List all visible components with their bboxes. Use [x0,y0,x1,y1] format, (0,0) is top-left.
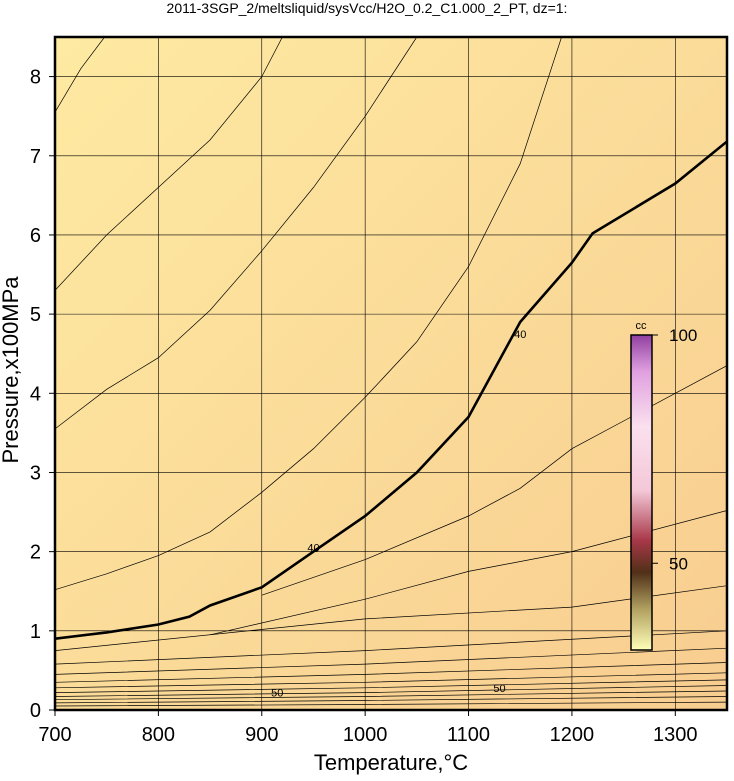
y-tick-label: 5 [30,304,41,326]
contour-line [55,662,727,683]
colorbar-tick-label: 50 [669,554,688,573]
contour-line [210,510,727,636]
contour-line [55,672,727,689]
contour-line [55,685,727,697]
y-tick-label: 3 [30,462,41,484]
contour-line [55,37,562,591]
x-tick-label: 1000 [343,724,388,746]
contour-line [55,37,283,291]
contour-line [55,647,727,675]
contour-line [55,696,727,704]
y-tick-label: 1 [30,621,41,643]
plot-background [55,37,727,710]
colorbar [630,334,653,651]
x-tick-label: 900 [245,724,278,746]
y-tick-label: 6 [30,225,41,247]
y-tick-label: 7 [30,146,41,168]
y-tick-label: 2 [30,542,41,564]
colorbar-label: cc [636,320,648,332]
y-tick-label: 8 [30,67,41,89]
contour-label: 40 [514,329,526,341]
contour-line [55,37,418,430]
contour-label: 40 [307,543,319,555]
contour-label: 50 [493,683,505,695]
x-tick-label: 1100 [447,724,490,746]
chart-title: 2011-3SGP_2/meltsliquid/sysVcc/H2O_0.2_C… [167,0,568,16]
y-tick-label: 4 [30,383,41,405]
x-axis-label: Temperature,°C [314,750,468,775]
y-axis-label: Pressure,x100MPa [0,276,23,464]
x-tick-label: 800 [142,724,175,746]
contour-line [55,701,727,707]
x-tick-label: 1200 [550,724,595,746]
contour-label: 50 [271,688,283,700]
colorbar-tick-label: 100 [669,326,697,345]
contour-line [55,690,727,701]
x-tick-label: 700 [38,724,71,746]
plot-frame [53,35,729,712]
contour-line [55,630,727,665]
contour-line [55,37,105,113]
contour-line [261,365,727,596]
x-tick-label: 1300 [653,724,698,746]
contour-line [55,140,727,640]
y-tick-label: 0 [30,700,41,722]
contour-line [55,679,727,693]
